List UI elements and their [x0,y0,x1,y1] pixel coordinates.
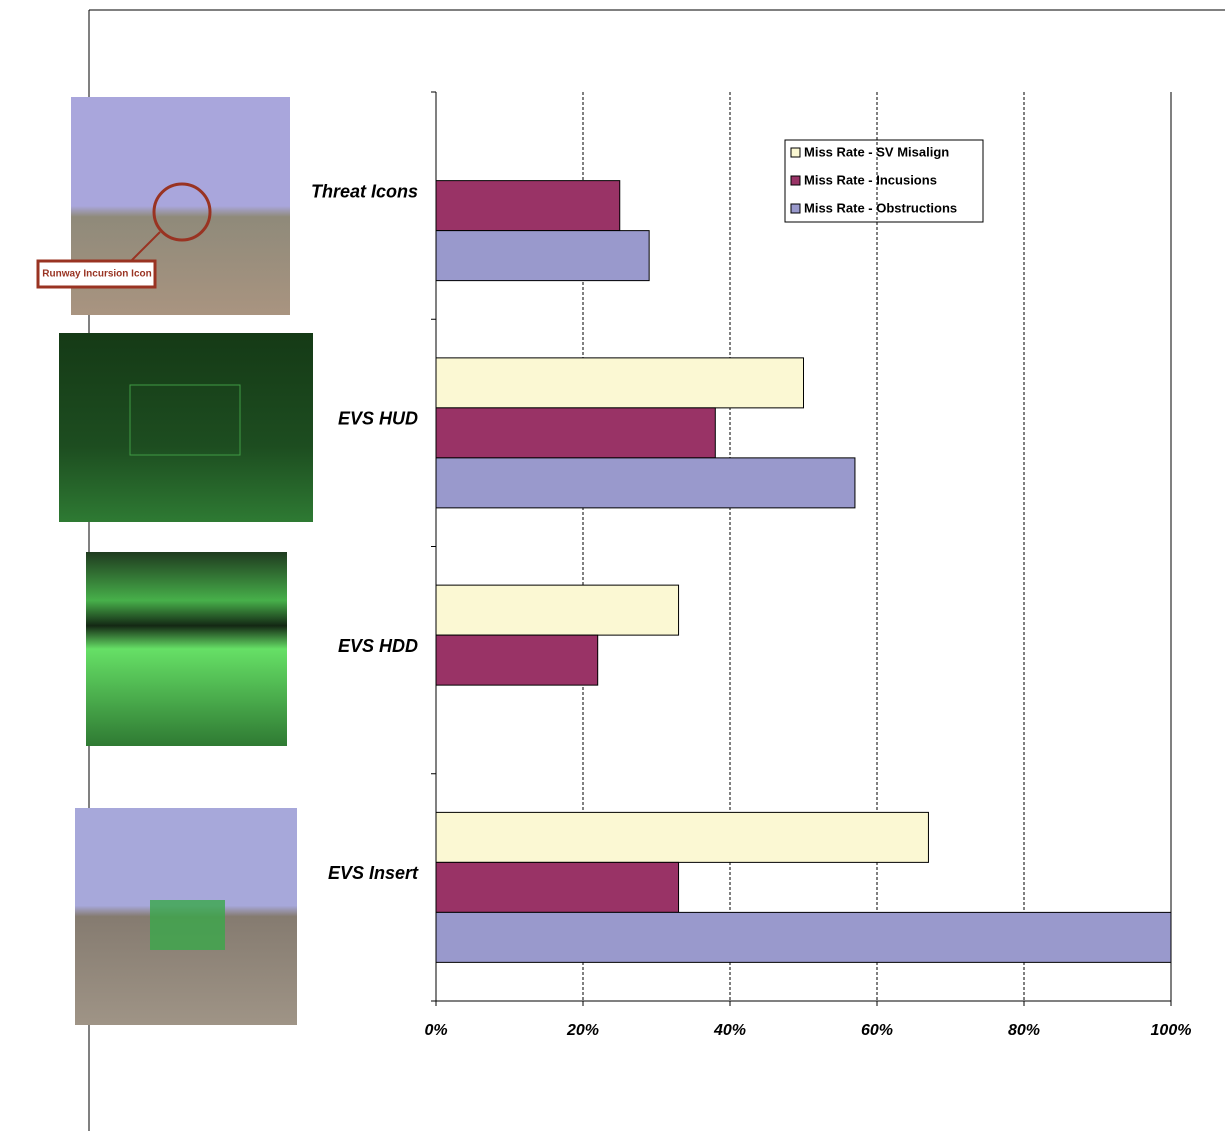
legend-label: Miss Rate - Incusions [804,172,937,187]
legend-label: Miss Rate - SV Misalign [804,144,949,159]
evs-insert-window [150,900,225,950]
y-tick-label: EVS Insert [328,863,419,883]
chart: Runway Incursion Icon 0% 20% 40% 60% 80% 100%… [0,0,1225,1131]
bar [436,458,855,508]
legend-swatch [791,148,800,157]
thumbnail-image [59,333,313,522]
bar [436,408,715,458]
legend-swatch [791,176,800,185]
bar [436,862,679,912]
x-tick-label: 100% [1151,1022,1192,1039]
bar [436,812,928,862]
annotation: Runway Incursion Icon [42,269,151,280]
x-tick-label: 40% [713,1022,746,1039]
bar [436,358,804,408]
y-tick-label: EVS HUD [338,409,418,429]
y-tick-label: Threat Icons [311,181,418,201]
bar [436,635,598,685]
bar [436,585,679,635]
x-tick-label: 20% [566,1022,599,1039]
bar [436,231,649,281]
thumbnail-image [86,552,287,746]
thumbnails [38,97,313,1025]
x-tick-label: 80% [1008,1022,1040,1039]
legend-label: Miss Rate - Obstructions [804,200,957,215]
x-tick-label: 60% [861,1022,893,1039]
bar [436,912,1171,962]
y-tick-label: EVS HDD [338,636,418,656]
x-tick-label: 0% [424,1022,447,1039]
bar [436,181,620,231]
legend-swatch [791,204,800,213]
